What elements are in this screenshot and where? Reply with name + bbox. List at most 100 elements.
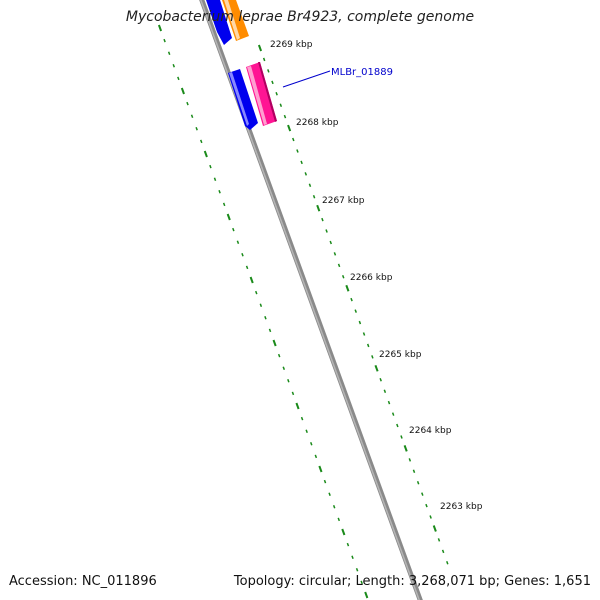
outer-tick	[337, 263, 341, 268]
ruler-label: 2267 kbp	[322, 196, 365, 206]
inner-tick	[314, 454, 318, 459]
outer-tick	[446, 561, 449, 565]
inner-tick	[318, 465, 323, 473]
inner-tick	[213, 177, 217, 181]
outer-tick	[429, 515, 432, 519]
outer-tick	[296, 149, 299, 153]
inner-tick	[323, 479, 327, 484]
ruler-label: 2265 kbp	[379, 350, 422, 360]
inner-tick	[277, 353, 281, 358]
ruler-label: 2263 kbp	[440, 502, 483, 512]
outer-tick	[304, 172, 308, 176]
outer-tick	[321, 217, 324, 222]
outer-tick	[432, 525, 437, 532]
outer-tick	[412, 469, 416, 474]
inner-tick	[190, 114, 194, 118]
outer-tick	[400, 435, 403, 439]
outer-tick	[379, 378, 382, 382]
inner-tick	[163, 38, 166, 43]
outer-tick	[325, 229, 328, 233]
outer-tick	[292, 137, 295, 142]
outer-tick	[283, 114, 287, 119]
inner-tick	[364, 591, 369, 599]
outer-tick	[425, 503, 428, 508]
inner-tick	[295, 402, 300, 410]
outer-tick	[383, 389, 387, 393]
inner-tick	[287, 379, 290, 383]
inner-tick	[167, 51, 171, 55]
inner-tick	[268, 328, 272, 333]
inner-tick	[203, 150, 208, 158]
outer-tick	[416, 480, 420, 485]
outer-tick	[437, 538, 441, 542]
ruler-label: 2268 kbp	[296, 118, 339, 128]
inner-tick	[355, 568, 359, 572]
outer-tick	[271, 80, 274, 85]
inner-tick	[200, 139, 203, 144]
inner-tick	[291, 391, 295, 396]
inner-tick	[226, 213, 231, 221]
inner-tick	[209, 164, 212, 169]
gene-label[interactable]: MLBr_01889	[331, 67, 393, 78]
outer-tick	[312, 194, 316, 199]
inner-tick	[351, 555, 354, 559]
inner-tick	[346, 542, 350, 547]
outer-tick	[403, 445, 408, 452]
outer-tick	[391, 412, 395, 416]
inner-tick	[272, 339, 277, 347]
ruler-label: 2264 kbp	[409, 426, 452, 436]
outer-tick	[300, 160, 303, 165]
outer-tick	[408, 458, 412, 462]
inner-tick	[172, 64, 176, 68]
outer-tick	[396, 423, 399, 428]
outer-tick	[387, 400, 391, 405]
inner-tick	[337, 517, 341, 522]
inner-tick	[341, 528, 346, 536]
inner-tick	[177, 76, 180, 81]
outer-tick	[345, 284, 350, 292]
outer-tick	[366, 343, 370, 348]
inner-tick	[218, 190, 221, 194]
outer-tick	[374, 364, 379, 372]
map-title: Mycobacterium leprae Br4923, complete ge…	[125, 9, 475, 25]
inner-tick	[222, 202, 226, 207]
ruler-label: 2269 kbp	[270, 40, 313, 50]
inner-tick	[264, 316, 267, 320]
inner-tick	[195, 127, 198, 131]
inner-tick	[232, 227, 235, 232]
outer-tick	[329, 240, 333, 245]
inner-tick	[300, 416, 304, 421]
inner-tick	[282, 366, 286, 370]
inner-tick	[328, 492, 331, 496]
inner-tick	[245, 265, 249, 270]
inner-tick	[180, 87, 185, 95]
outer-tick	[279, 103, 283, 107]
tick-marks	[157, 24, 449, 599]
inner-tick	[249, 276, 254, 284]
inner-tick	[236, 240, 240, 244]
outer-tick	[358, 320, 362, 325]
inner-tick	[255, 290, 258, 295]
outer-tick	[371, 355, 374, 359]
inner-tick	[186, 101, 189, 106]
accession-label: Accession: NC_011896	[9, 574, 157, 589]
outer-tick	[257, 44, 263, 52]
inner-tick	[241, 253, 244, 257]
ruler-label: 2266 kbp	[350, 273, 393, 283]
outer-tick	[341, 275, 345, 279]
outer-tick	[421, 492, 424, 496]
outer-tick	[362, 332, 366, 336]
genome-summary: Topology: circular; Length: 3,268,071 bp…	[233, 574, 591, 589]
inner-tick	[259, 303, 263, 307]
reverse-gene-top[interactable]	[206, 0, 232, 45]
outer-tick	[316, 204, 321, 212]
gene-label-line	[282, 70, 331, 88]
inner-tick	[157, 24, 163, 32]
outer-tick	[350, 297, 353, 302]
outer-tick	[267, 69, 270, 73]
outer-tick	[262, 57, 266, 62]
outer-tick	[354, 309, 357, 313]
inner-tick	[332, 505, 336, 509]
outer-tick	[333, 252, 337, 256]
